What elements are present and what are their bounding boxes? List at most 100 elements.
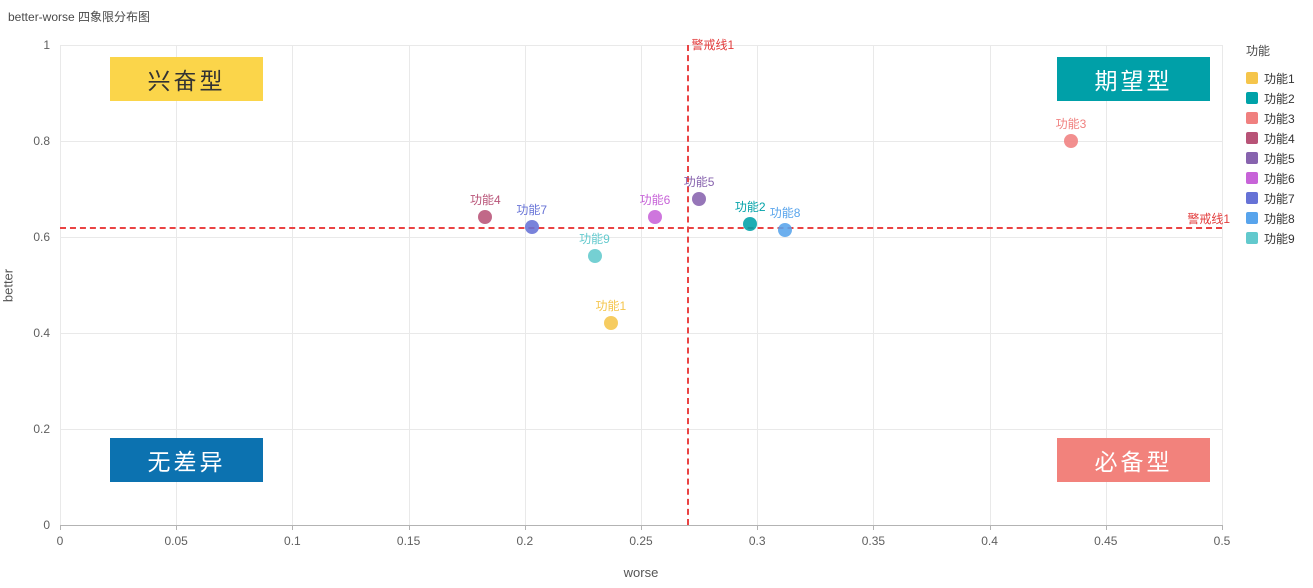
axis-tick bbox=[989, 525, 991, 530]
legend-item[interactable]: 功能6 bbox=[1246, 168, 1295, 188]
legend-item-label: 功能2 bbox=[1264, 91, 1295, 106]
gridline bbox=[524, 45, 526, 525]
quadrant-label-bottom-right: 必备型 bbox=[1057, 438, 1210, 482]
legend-swatch-icon bbox=[1246, 232, 1258, 244]
legend-item[interactable]: 功能2 bbox=[1246, 88, 1295, 108]
gridline bbox=[176, 45, 178, 525]
y-tick-label: 1 bbox=[43, 38, 50, 52]
legend-swatch-icon bbox=[1246, 152, 1258, 164]
legend-swatch-icon bbox=[1246, 92, 1258, 104]
gridline bbox=[292, 45, 294, 525]
y-tick-label: 0.6 bbox=[33, 230, 50, 244]
scatter-point[interactable] bbox=[743, 217, 758, 232]
axis-tick bbox=[1222, 525, 1223, 530]
point-label: 功能6 bbox=[639, 192, 671, 207]
gridline bbox=[60, 333, 1222, 334]
axis-tick bbox=[757, 525, 759, 530]
point-label: 功能9 bbox=[579, 232, 610, 247]
y-axis-label: better bbox=[0, 268, 16, 303]
axis-tick bbox=[292, 525, 294, 530]
legend-swatch-icon bbox=[1246, 192, 1258, 204]
x-tick-label: 0.45 bbox=[1094, 534, 1118, 548]
gridline bbox=[1105, 45, 1107, 525]
warning-line-vertical bbox=[687, 45, 690, 525]
axis-tick bbox=[60, 525, 61, 530]
axis-tick bbox=[1105, 525, 1107, 530]
legend-item[interactable]: 功能3 bbox=[1246, 108, 1295, 128]
legend-swatch-icon bbox=[1246, 212, 1258, 224]
scatter-point[interactable] bbox=[1063, 134, 1078, 148]
x-tick-label: 0.5 bbox=[1213, 534, 1231, 548]
gridline bbox=[408, 45, 410, 525]
scatter-point[interactable] bbox=[647, 209, 662, 224]
scatter-point[interactable] bbox=[524, 219, 539, 234]
point-label: 功能5 bbox=[683, 174, 715, 189]
legend-item-label: 功能4 bbox=[1264, 131, 1295, 146]
legend: 功能 功能1 功能2 功能3 功能4 功能5 功能6 功能7 功能8 功能9 bbox=[1246, 42, 1295, 248]
x-tick-label: 0.1 bbox=[284, 534, 301, 548]
point-label: 功能2 bbox=[734, 200, 766, 215]
chart-title: better-worse 四象限分布图 bbox=[8, 10, 151, 24]
quadrant-label-top-left: 兴奋型 bbox=[110, 57, 263, 101]
gridline bbox=[757, 45, 759, 525]
legend-item[interactable]: 功能8 bbox=[1246, 208, 1295, 228]
y-tick-label: 0.4 bbox=[33, 326, 50, 340]
legend-item-label: 功能5 bbox=[1264, 151, 1295, 166]
legend-item-label: 功能6 bbox=[1264, 171, 1295, 186]
point-label: 功能8 bbox=[769, 205, 801, 220]
legend-item[interactable]: 功能1 bbox=[1246, 68, 1295, 88]
gridline bbox=[1222, 45, 1223, 525]
legend-item[interactable]: 功能5 bbox=[1246, 148, 1295, 168]
axis-tick bbox=[408, 525, 410, 530]
legend-title: 功能 bbox=[1246, 44, 1271, 58]
x-tick-label: 0.4 bbox=[981, 534, 998, 548]
warning-line-label: 警戒线1 bbox=[691, 38, 735, 52]
axis-tick bbox=[176, 525, 178, 530]
legend-item[interactable]: 功能7 bbox=[1246, 188, 1295, 208]
axis-tick bbox=[641, 525, 642, 530]
x-tick-label: 0 bbox=[56, 534, 64, 548]
axis-tick bbox=[524, 525, 526, 530]
y-tick-label: 0.2 bbox=[33, 422, 50, 436]
legend-items: 功能1 功能2 功能3 功能4 功能5 功能6 功能7 功能8 功能9 bbox=[1246, 68, 1295, 248]
gridline bbox=[60, 237, 1222, 238]
y-tick-label: 0 bbox=[43, 518, 50, 532]
legend-swatch-icon bbox=[1246, 132, 1258, 144]
x-axis-label: worse bbox=[623, 565, 659, 580]
x-tick-label: 0.35 bbox=[861, 534, 886, 548]
scatter-point[interactable] bbox=[692, 191, 707, 206]
scatter-point[interactable] bbox=[587, 249, 602, 264]
legend-item[interactable]: 功能4 bbox=[1246, 128, 1295, 148]
legend-item-label: 功能1 bbox=[1264, 71, 1295, 86]
y-tick-label: 0.8 bbox=[33, 134, 50, 148]
gridline bbox=[60, 429, 1222, 430]
warning-line-horizontal bbox=[60, 227, 1222, 230]
point-label: 功能4 bbox=[469, 192, 501, 207]
legend-swatch-icon bbox=[1246, 72, 1258, 84]
x-tick-label: 0.25 bbox=[629, 534, 653, 548]
legend-item-label: 功能8 bbox=[1264, 211, 1295, 226]
quadrant-label-top-right: 期望型 bbox=[1057, 57, 1210, 101]
scatter-point[interactable] bbox=[778, 222, 793, 237]
legend-item-label: 功能9 bbox=[1264, 231, 1295, 246]
x-tick-label: 0.3 bbox=[748, 534, 766, 548]
gridline bbox=[60, 45, 61, 525]
axis-tick bbox=[873, 525, 875, 530]
x-tick-label: 0.15 bbox=[396, 534, 421, 548]
legend-item-label: 功能7 bbox=[1264, 191, 1295, 206]
scatter-point[interactable] bbox=[603, 316, 618, 331]
plot-area: 兴奋型 期望型 无差异 必备型 警戒线1 警戒线1 功能1 功能2 功能3 功能4 功能5 功能6 功能… bbox=[60, 38, 1230, 526]
gridline bbox=[60, 141, 1222, 142]
legend-swatch-icon bbox=[1246, 112, 1258, 124]
x-tick-label: 0.05 bbox=[164, 534, 188, 548]
legend-item[interactable]: 功能9 bbox=[1246, 228, 1295, 248]
scatter-point[interactable] bbox=[478, 209, 493, 224]
legend-item-label: 功能3 bbox=[1264, 111, 1295, 126]
point-label: 功能7 bbox=[516, 202, 548, 217]
gridline bbox=[641, 45, 642, 525]
quadrant-label-bottom-left: 无差异 bbox=[110, 438, 263, 482]
gridline bbox=[989, 45, 991, 525]
legend-swatch-icon bbox=[1246, 172, 1258, 184]
gridline bbox=[873, 45, 875, 525]
